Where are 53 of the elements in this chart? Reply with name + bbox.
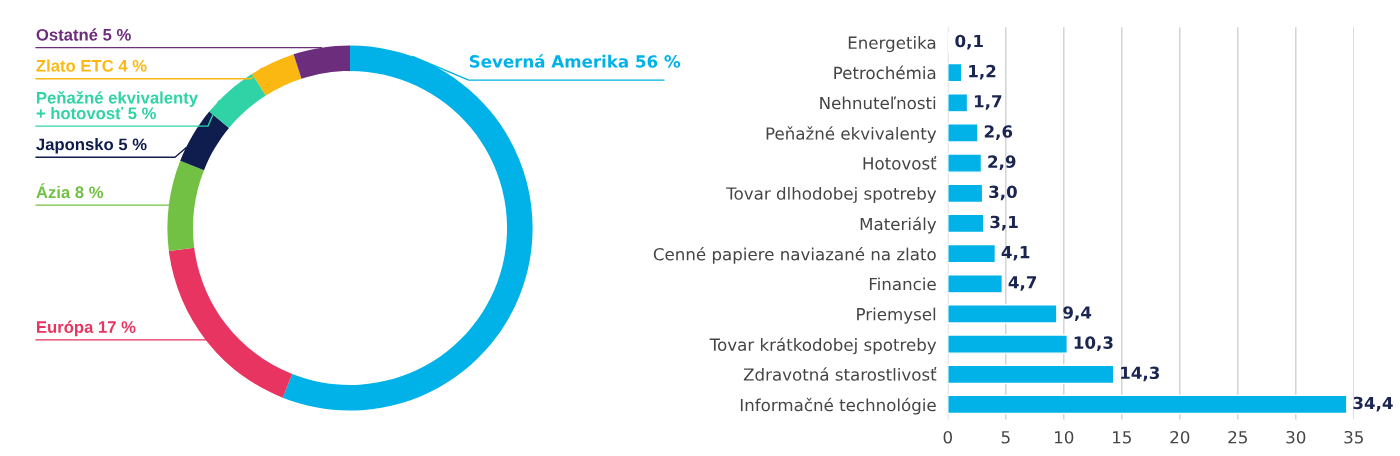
x-tick-label: 30 xyxy=(1286,430,1306,444)
bar xyxy=(947,394,1348,415)
x-tick-label: 0 xyxy=(943,430,952,444)
bar xyxy=(947,153,983,173)
x-tick-label: 35 xyxy=(1344,430,1363,444)
y-tick-label: Zdravotná starostlivosť xyxy=(743,367,937,381)
x-tick-label: 25 xyxy=(1228,430,1247,444)
data-label: 10,3 xyxy=(1074,336,1113,352)
data-label: 0,1 xyxy=(955,34,983,50)
y-tick-label: Nehnuteľnosti xyxy=(820,96,936,110)
bar xyxy=(947,213,985,234)
bar xyxy=(947,93,969,113)
y-tick-label: Financie xyxy=(869,277,936,291)
data-label: 34,4 xyxy=(1353,396,1393,412)
x-tick-label: 15 xyxy=(1113,431,1131,444)
data-label: 9,4 xyxy=(1063,306,1092,321)
y-tick-label: Tovar dlhodobej spotreby xyxy=(726,186,937,204)
data-label: 3,1 xyxy=(990,215,1018,231)
data-label: 2,6 xyxy=(984,125,1013,140)
bar xyxy=(947,304,1058,324)
y-tick-label: Energetika xyxy=(848,36,936,53)
data-label: 1,2 xyxy=(969,64,996,80)
y-tick-label: Priemysel xyxy=(857,307,936,324)
bar xyxy=(947,123,979,143)
x-tick-label: 10 xyxy=(1055,430,1074,444)
slice-label: Európa 17 % xyxy=(37,320,136,337)
x-tick-label: 5 xyxy=(1001,431,1010,444)
data-label: 4,1 xyxy=(1001,246,1030,261)
x-tick-label: 20 xyxy=(1170,430,1190,444)
bar xyxy=(947,183,984,204)
data-label: 14,3 xyxy=(1121,366,1160,382)
bar xyxy=(947,274,1004,294)
slice-label: Peňažné ekvivalenty + hotovosť 5 % xyxy=(36,91,198,120)
bar xyxy=(947,62,963,83)
bar xyxy=(947,334,1068,354)
y-tick-label: Cenné papiere naviazané na zlato xyxy=(653,246,936,264)
data-label: 3,0 xyxy=(989,185,1017,201)
data-label: 4,7 xyxy=(1008,276,1037,291)
slice-label: Zlato ETC 4 % xyxy=(36,59,147,72)
y-tick-label: Materiály xyxy=(860,216,937,234)
y-tick-label: Informačné technológie xyxy=(740,397,936,415)
y-tick-label: Petrochémia xyxy=(834,65,936,80)
slice-label: Severná Amerika 56 % xyxy=(469,54,681,68)
slice-label: Ázia 8 % xyxy=(36,183,104,199)
data-label: 2,9 xyxy=(988,155,1016,171)
data-label: 1,7 xyxy=(974,95,1002,110)
bar xyxy=(947,364,1115,385)
y-tick-label: Tovar krátkodobej spotreby xyxy=(709,337,937,355)
slice-label: Ostatné 5 % xyxy=(36,28,131,41)
bar xyxy=(947,243,997,264)
slice-label: Japonsko 5 % xyxy=(36,138,147,154)
y-tick-label: Hotovosť xyxy=(863,155,937,170)
y-tick-label: Peňažné ekvivalenty xyxy=(766,126,937,144)
